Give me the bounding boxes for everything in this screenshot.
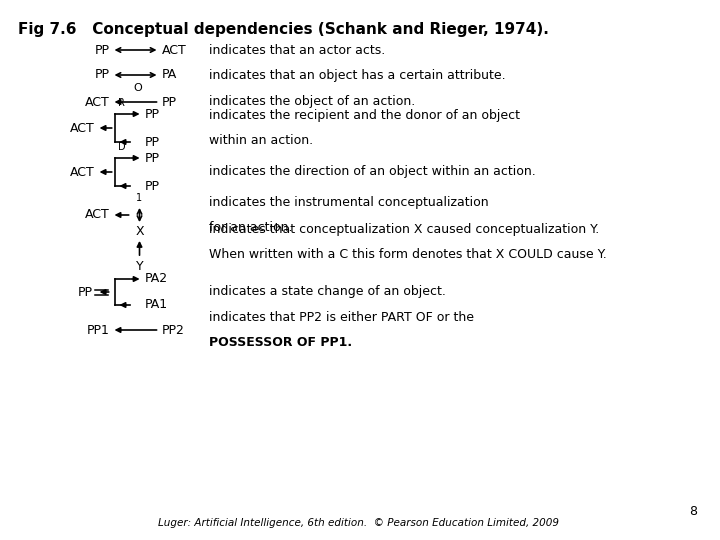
Text: indicates that an object has a certain attribute.: indicates that an object has a certain a… [210, 69, 506, 82]
Text: ACT: ACT [70, 165, 94, 179]
Text: R: R [118, 98, 125, 108]
Text: ACT: ACT [85, 208, 109, 221]
Text: O: O [133, 83, 142, 93]
Text: indicates that conceptualization X caused conceptualization Y.: indicates that conceptualization X cause… [210, 223, 600, 236]
Text: X: X [135, 225, 144, 238]
Text: Y: Y [135, 260, 143, 273]
Text: D: D [118, 142, 125, 152]
Text: PA2: PA2 [145, 273, 168, 286]
Text: indicates the object of an action.: indicates the object of an action. [210, 96, 415, 109]
Text: POSSESSOR OF PP1.: POSSESSOR OF PP1. [210, 336, 352, 349]
Text: PP: PP [145, 152, 160, 165]
Text: indicates the direction of an object within an action.: indicates the direction of an object wit… [210, 165, 536, 179]
Text: ACT: ACT [70, 122, 94, 134]
Text: indicates the instrumental conceptualization: indicates the instrumental conceptualiza… [210, 196, 489, 209]
Text: PA1: PA1 [145, 299, 168, 312]
Text: indicates that an actor acts.: indicates that an actor acts. [210, 44, 385, 57]
Text: PP: PP [145, 136, 160, 148]
Text: for an action.: for an action. [210, 221, 293, 234]
Text: Luger: Artificial Intelligence, 6th edition.  © Pearson Education Limited, 2009: Luger: Artificial Intelligence, 6th edit… [158, 518, 559, 528]
Text: 1: 1 [137, 193, 143, 203]
Text: indicates a state change of an object.: indicates a state change of an object. [210, 286, 446, 299]
Text: indicates the recipient and the donor of an object: indicates the recipient and the donor of… [210, 109, 521, 122]
Text: PP: PP [145, 179, 160, 192]
Text: PP2: PP2 [161, 323, 184, 336]
Text: 8: 8 [690, 505, 698, 518]
Text: indicates that PP2 is either PART OF or the: indicates that PP2 is either PART OF or … [210, 311, 474, 324]
Text: When written with a C this form denotes that X COULD cause Y.: When written with a C this form denotes … [210, 248, 607, 261]
Text: PP1: PP1 [86, 323, 109, 336]
Text: PP: PP [94, 44, 109, 57]
Text: ACT: ACT [85, 96, 109, 109]
Text: PP: PP [78, 286, 93, 299]
Text: PP: PP [94, 69, 109, 82]
Text: PA: PA [161, 69, 176, 82]
Text: within an action.: within an action. [210, 134, 313, 147]
Text: Fig 7.6   Conceptual dependencies (Schank and Rieger, 1974).: Fig 7.6 Conceptual dependencies (Schank … [18, 22, 549, 37]
Text: PP: PP [145, 107, 160, 120]
Text: ACT: ACT [161, 44, 186, 57]
Text: PP: PP [161, 96, 176, 109]
